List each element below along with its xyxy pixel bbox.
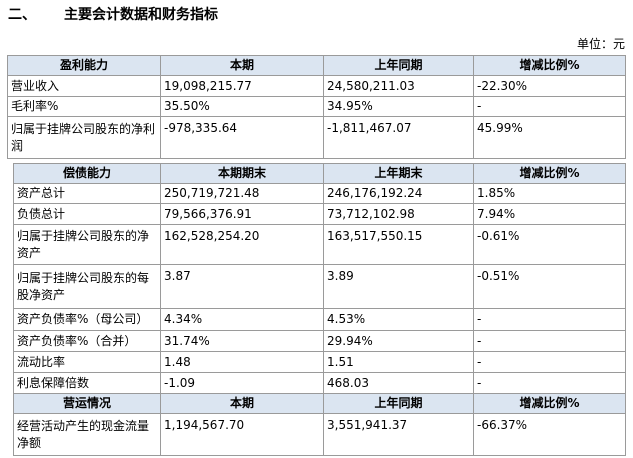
value-cell: - [473, 372, 626, 394]
row-label: 归属于挂牌公司股东的净利润 [7, 116, 161, 159]
value-cell: 4.53% [323, 308, 474, 331]
section-heading: 二、 主要会计数据和财务指标 [8, 3, 408, 27]
value-cell: 3.87 [160, 264, 324, 309]
table-row: 归属于挂牌公司股东的净利润 -978,335.64 -1,811,467.07 … [7, 116, 626, 159]
row-label: 经营活动产生的现金流量净额 [13, 413, 161, 456]
value-cell: 1.51 [323, 351, 474, 373]
table-row: 流动比率 1.48 1.51 - [13, 351, 626, 373]
value-cell: -22.30% [473, 75, 626, 97]
value-cell: 79,566,376.91 [160, 203, 324, 225]
value-cell: 24,580,211.03 [323, 75, 474, 97]
header-cell: 本期 [160, 393, 324, 414]
value-cell: 31.74% [160, 330, 324, 352]
row-label: 归属于挂牌公司股东的净资产 [13, 224, 161, 265]
header-cell: 盈利能力 [7, 55, 161, 76]
value-cell: -0.51% [473, 264, 626, 309]
header-cell: 上年同期 [323, 55, 474, 76]
row-label: 营业收入 [7, 75, 161, 97]
unit-label: 单位：元 [576, 37, 625, 51]
value-cell: 4.34% [160, 308, 324, 331]
value-cell: 3.89 [323, 264, 474, 309]
table-row: 经营活动产生的现金流量净额 1,194,567.70 3,551,941.37 … [13, 413, 626, 456]
header-cell: 偿债能力 [13, 163, 161, 184]
operations-table: 营运情况 本期 上年同期 增减比例% 经营活动产生的现金流量净额 1,194,5… [13, 393, 626, 456]
section-number: 二、 [8, 7, 36, 23]
value-cell: - [473, 308, 626, 331]
table-row: 归属于挂牌公司股东的净资产 162,528,254.20 163,517,550… [13, 224, 626, 265]
value-cell: 45.99% [473, 116, 626, 159]
row-label: 利息保障倍数 [13, 372, 161, 394]
header-cell: 本期期末 [160, 163, 324, 184]
value-cell: -1.09 [160, 372, 324, 394]
value-cell: 73,712,102.98 [323, 203, 474, 225]
header-cell: 增减比例% [473, 55, 626, 76]
value-cell: 7.94% [473, 203, 626, 225]
row-label: 毛利率% [7, 96, 161, 117]
value-cell: -1,811,467.07 [323, 116, 474, 159]
header-cell: 上年期末 [323, 163, 474, 184]
header-cell: 增减比例% [473, 163, 626, 184]
table-header-row: 盈利能力 本期 上年同期 增减比例% [7, 55, 626, 76]
solvency-table: 偿债能力 本期期末 上年期末 增减比例% 资产总计 250,719,721.48… [13, 163, 626, 394]
value-cell: - [473, 96, 626, 117]
value-cell: - [473, 330, 626, 352]
header-cell: 上年同期 [323, 393, 474, 414]
value-cell: 468.03 [323, 372, 474, 394]
header-cell: 营运情况 [13, 393, 161, 414]
row-label: 负债总计 [13, 203, 161, 225]
table-row: 利息保障倍数 -1.09 468.03 - [13, 372, 626, 394]
table-header-row: 偿债能力 本期期末 上年期末 增减比例% [13, 163, 626, 184]
table-row: 归属于挂牌公司股东的每股净资产 3.87 3.89 -0.51% [13, 264, 626, 309]
section-title: 主要会计数据和财务指标 [64, 7, 218, 23]
table-row: 营业收入 19,098,215.77 24,580,211.03 -22.30% [7, 75, 626, 97]
row-label: 流动比率 [13, 351, 161, 373]
value-cell: 1.48 [160, 351, 324, 373]
table-row: 资产负债率%（合并） 31.74% 29.94% - [13, 330, 626, 352]
table-row: 毛利率% 35.50% 34.95% - [7, 96, 626, 117]
value-cell: 34.95% [323, 96, 474, 117]
row-label: 归属于挂牌公司股东的每股净资产 [13, 264, 161, 309]
value-cell: - [473, 351, 626, 373]
value-cell: 1.85% [473, 183, 626, 204]
value-cell: 35.50% [160, 96, 324, 117]
table-row: 资产总计 250,719,721.48 246,176,192.24 1.85% [13, 183, 626, 204]
value-cell: 29.94% [323, 330, 474, 352]
table-row: 资产负债率%（母公司） 4.34% 4.53% - [13, 308, 626, 331]
value-cell: 3,551,941.37 [323, 413, 474, 456]
value-cell: 250,719,721.48 [160, 183, 324, 204]
value-cell: 1,194,567.70 [160, 413, 324, 456]
row-label: 资产负债率%（合并） [13, 330, 161, 352]
header-cell: 本期 [160, 55, 324, 76]
row-label: 资产总计 [13, 183, 161, 204]
value-cell: 162,528,254.20 [160, 224, 324, 265]
table-row: 负债总计 79,566,376.91 73,712,102.98 7.94% [13, 203, 626, 225]
table-header-row: 营运情况 本期 上年同期 增减比例% [13, 393, 626, 414]
value-cell: 163,517,550.15 [323, 224, 474, 265]
value-cell: 246,176,192.24 [323, 183, 474, 204]
value-cell: -0.61% [473, 224, 626, 265]
header-cell: 增减比例% [473, 393, 626, 414]
value-cell: -978,335.64 [160, 116, 324, 159]
row-label: 资产负债率%（母公司） [13, 308, 161, 331]
value-cell: -66.37% [473, 413, 626, 456]
profitability-table: 盈利能力 本期 上年同期 增减比例% 营业收入 19,098,215.77 24… [7, 55, 626, 159]
value-cell: 19,098,215.77 [160, 75, 324, 97]
